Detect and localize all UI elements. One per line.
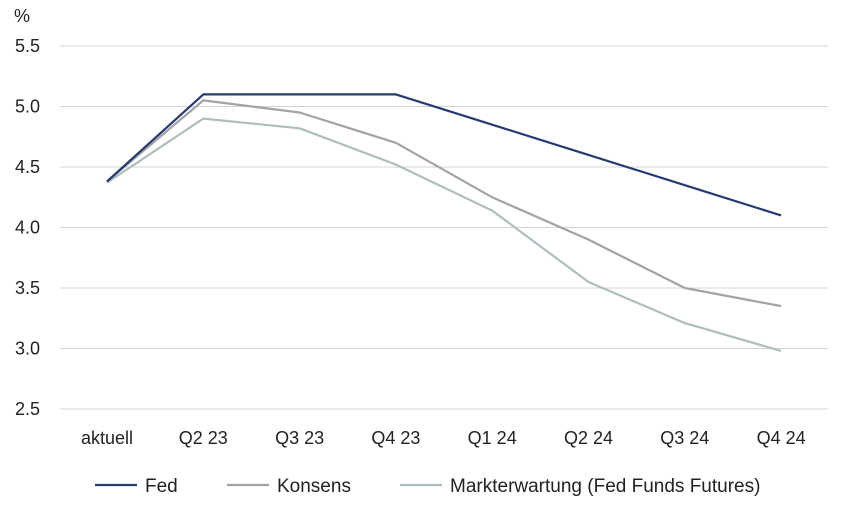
- legend-label-1: Konsens: [277, 476, 351, 497]
- y-tick-label: 5.0: [15, 97, 40, 117]
- y-tick-label: 4.5: [15, 157, 40, 177]
- legend-label-2: Markterwartung (Fed Funds Futures): [450, 476, 760, 497]
- y-axis-unit-label: %: [14, 6, 30, 26]
- x-tick-label: aktuell: [81, 428, 133, 448]
- y-tick-label: 4.0: [15, 218, 40, 238]
- series-line-2: [106, 117, 782, 352]
- series-line-0: [106, 93, 782, 217]
- x-tick-label: Q3 23: [275, 428, 324, 448]
- series-line-1: [106, 99, 782, 308]
- y-tick-label: 5.5: [15, 36, 40, 56]
- y-axis-ticks: 5.5 5.0 4.5 4.0 3.5 3.0 2.5: [15, 36, 40, 419]
- series-lines: [106, 93, 782, 352]
- x-axis-ticks: aktuell Q2 23 Q3 23 Q4 23 Q1 24 Q2 24 Q3 24 Q4 …: [81, 428, 806, 448]
- x-tick-label: Q2 24: [564, 428, 613, 448]
- legend-label-0: Fed: [145, 476, 178, 497]
- x-tick-label: Q4 23: [371, 428, 420, 448]
- x-tick-label: Q4 24: [757, 428, 806, 448]
- y-tick-label: 3.5: [15, 278, 40, 298]
- gridlines: [60, 45, 828, 410]
- x-tick-label: Q3 24: [660, 428, 709, 448]
- x-tick-label: Q1 24: [468, 428, 517, 448]
- legend: Fed Konsens Markterwartung (Fed Funds Futu…: [95, 476, 760, 497]
- y-tick-label: 3.0: [15, 339, 40, 359]
- x-tick-label: Q2 23: [179, 428, 228, 448]
- y-tick-label: 2.5: [15, 399, 40, 419]
